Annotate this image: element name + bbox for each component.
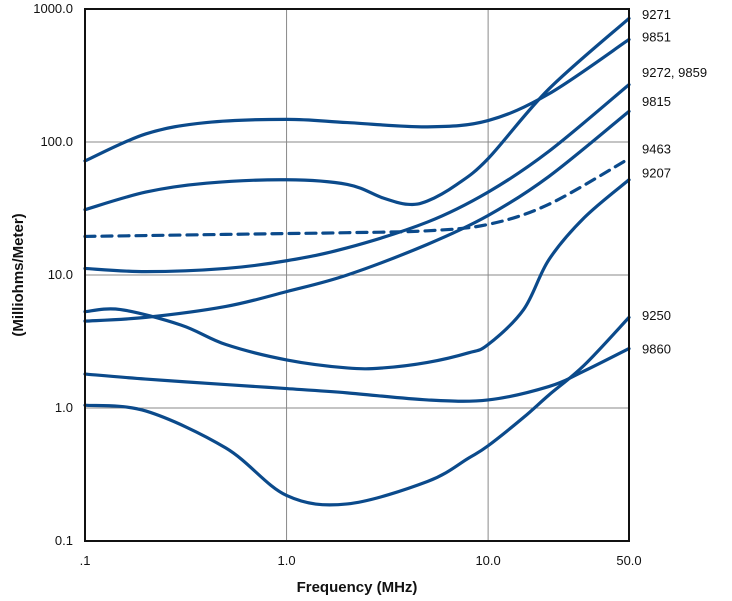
series-label-9463: 9463: [642, 141, 671, 156]
plot-area: [83, 16, 631, 507]
series-line-9250: [83, 315, 631, 507]
series-line-9851: [83, 37, 631, 163]
series-label-9250: 9250: [642, 308, 671, 323]
x-tick-label: .1: [80, 553, 91, 568]
x-tick-label: 10.0: [475, 553, 500, 568]
series-label-9851: 9851: [642, 30, 671, 45]
series-line-9860: [83, 346, 631, 403]
series-label-9815: 9815: [642, 94, 671, 109]
grid: [85, 9, 629, 541]
x-axis-ticks: .1 1.0 10.0 50.0: [80, 553, 642, 568]
series-line-9271: [83, 16, 631, 212]
x-tick-label: 50.0: [616, 553, 641, 568]
series-label-9207: 9207: [642, 165, 671, 180]
y-tick-label: 10.0: [48, 267, 73, 282]
x-axis-title: Frequency (MHz): [297, 579, 418, 596]
y-tick-label: 0.1: [55, 533, 73, 548]
plot-frame: [84, 8, 630, 542]
series-line-9272-9859: [83, 83, 631, 274]
y-axis-title: (Milliohms/Meter): [10, 213, 27, 336]
series-label-9272-9859: 9272, 9859: [642, 65, 707, 80]
y-tick-label: 100.0: [40, 134, 73, 149]
series-label-9860: 9860: [642, 342, 671, 357]
series-line-9815: [83, 109, 631, 323]
x-tick-label: 1.0: [278, 553, 296, 568]
series-label-9271: 9271: [642, 7, 671, 22]
y-tick-label: 1000.0: [33, 1, 73, 16]
series-line-9463: [83, 157, 631, 239]
series-labels: 9271 9851 9272, 9859 9815 9463 9207 9250 9860: [642, 7, 707, 356]
y-axis-ticks: 1000.0 100.0 10.0 1.0 0.1: [33, 1, 73, 548]
series-line-9207: [83, 178, 631, 371]
y-tick-label: 1.0: [55, 400, 73, 415]
